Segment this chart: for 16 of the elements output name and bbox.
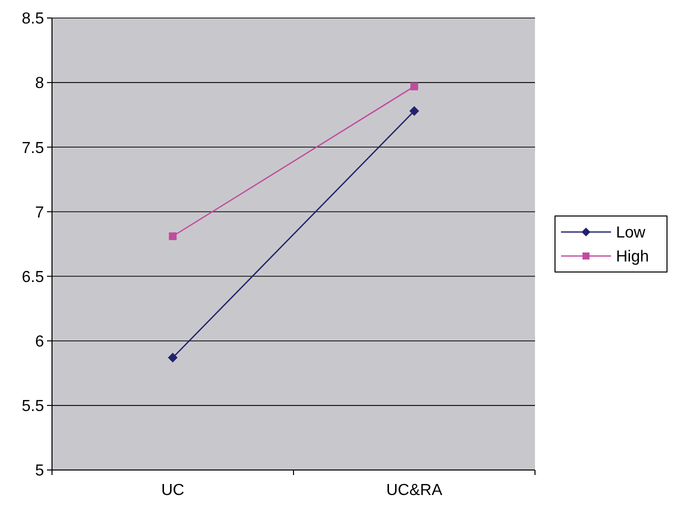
legend-label: High — [616, 248, 649, 266]
point — [168, 232, 177, 240]
point — [410, 82, 418, 90]
point — [409, 106, 420, 116]
y-tick-label: 6.5 — [22, 268, 44, 286]
y-tick-label: 8.5 — [22, 10, 44, 28]
point — [168, 352, 178, 362]
y-tick-label: 8 — [35, 75, 44, 92]
y-tick-label: 5.5 — [22, 398, 44, 416]
y-tick-label: 7.5 — [22, 140, 44, 157]
y-tick-label: 7 — [35, 204, 44, 222]
x-tick-label: UC — [161, 482, 184, 499]
legend-label: Low — [616, 224, 646, 242]
x-tick-label: UC&RA — [386, 482, 443, 499]
y-tick-label: 6 — [35, 333, 44, 350]
y-tick-label: 5 — [35, 462, 44, 480]
